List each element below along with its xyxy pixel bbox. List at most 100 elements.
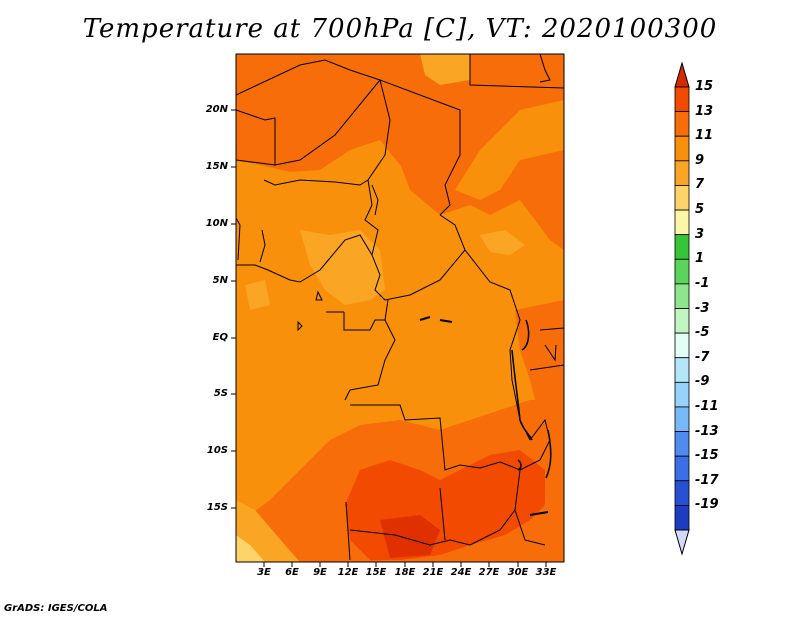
colorbar-segment	[674, 455, 690, 482]
colorbar-segment	[674, 431, 690, 457]
colorbar-segment	[674, 86, 690, 113]
border-mauritania	[236, 159, 276, 166]
grads-credit: GrADS: IGES/COLA	[4, 603, 108, 614]
border-mali-niger	[236, 59, 381, 166]
lake-mark-2	[439, 319, 453, 323]
lat-label-eq: EQ	[212, 332, 228, 343]
border-lake-chad	[371, 184, 379, 216]
colorbar-label: 5	[695, 202, 705, 218]
lake-kariba	[517, 459, 522, 471]
lon-label-18e: 18E	[394, 567, 416, 578]
colorbar-label: -15	[695, 448, 719, 464]
colorbar-segment	[674, 308, 690, 334]
colorbar-segment	[674, 185, 690, 211]
border-chad-libya-sudan	[379, 79, 461, 216]
colorbar-segment	[674, 381, 690, 408]
border-nigeria-north	[263, 179, 369, 186]
lon-label-24e: 24E	[450, 567, 472, 578]
sao-tome-island	[297, 320, 303, 332]
lat-label-5n: 5N	[212, 275, 228, 286]
colorbar-segment	[674, 480, 690, 506]
colorbar-label: -19	[695, 497, 719, 513]
colorbar-label: 13	[695, 103, 714, 119]
colorbar-label: -1	[695, 275, 710, 291]
border-uganda	[544, 344, 557, 362]
map-title: Temperature at 700hPa [C], VT: 202010030…	[82, 14, 718, 44]
colorbar-segment	[674, 160, 690, 186]
lon-label-27e: 27E	[478, 567, 500, 578]
colorbar-label: 7	[695, 177, 705, 193]
field-7-9-north	[420, 54, 470, 85]
lon-label-30e: 30E	[507, 567, 529, 578]
border-namibia-botswana	[349, 509, 516, 546]
colorbar-segment	[674, 258, 690, 285]
temperature-field	[236, 54, 564, 562]
axis-ticks	[231, 109, 547, 567]
lake-kariba-2	[529, 511, 549, 516]
border-kenya	[539, 327, 564, 331]
colorbar-label: 1	[695, 251, 705, 267]
lon-label-12e: 12E	[337, 567, 359, 578]
field-11-13-northeast	[395, 100, 564, 250]
map-frame	[235, 53, 565, 563]
colorbar-segment	[674, 135, 690, 162]
field-15-plus-core	[380, 515, 440, 558]
field-5-7-southwest	[236, 535, 265, 562]
lat-label-15n: 15N	[205, 161, 228, 172]
border-gabon-congo	[343, 299, 389, 331]
lat-label-20n: 20N	[205, 104, 228, 115]
country-borders	[236, 54, 564, 561]
border-angola-namibia	[345, 501, 351, 561]
border-congo-drc	[344, 319, 396, 401]
colorbar-label: 3	[695, 226, 705, 242]
lon-label-33e: 33E	[535, 567, 557, 578]
border-angola-zambia-south	[439, 487, 446, 541]
colorbar	[674, 61, 690, 556]
colorbar-label: 15	[695, 79, 714, 94]
colorbar-bottom-arrow	[674, 529, 690, 556]
colorbar-label: -13	[695, 423, 719, 439]
lat-label-10s: 10S	[206, 445, 228, 456]
colorbar-label: -11	[695, 398, 719, 414]
colorbar-label: 9	[695, 152, 705, 168]
lake-victoria-edge	[521, 319, 530, 351]
field-11-13-lakes	[515, 300, 564, 420]
border-ghana-togo	[236, 217, 241, 261]
border-nigeria-south	[236, 234, 373, 283]
colorbar-segment	[674, 111, 690, 137]
border-drc-angola-zambia	[350, 404, 501, 471]
colorbar-label: 11	[695, 128, 714, 144]
colorbar-segment	[674, 357, 690, 383]
border-tanzania	[529, 364, 564, 371]
lon-label-6e: 6E	[285, 567, 299, 578]
lon-label-15e: 15E	[365, 567, 387, 578]
colorbar-segment	[674, 406, 690, 432]
border-egypt	[469, 54, 564, 89]
lat-label-15s: 15S	[206, 502, 228, 513]
colorbar-label: -17	[695, 472, 719, 488]
border-car-ssudan	[439, 214, 516, 306]
colorbar-segment	[674, 504, 690, 531]
field-7-9-southwest	[236, 500, 300, 562]
field-7-9-cameroon	[300, 230, 385, 305]
field-7-9-coast	[245, 280, 270, 310]
colorbar-segment	[674, 332, 690, 359]
colorbar-segment	[674, 234, 690, 260]
lon-label-21e: 21E	[422, 567, 444, 578]
border-zimbabwe-moz	[514, 469, 546, 546]
lon-label-3e: 3E	[257, 567, 271, 578]
lon-label-9e: 9E	[313, 567, 327, 578]
lake-mark-1	[419, 316, 431, 321]
colorbar-label: -9	[695, 374, 710, 390]
lake-tanganyika	[511, 349, 533, 441]
field-7-9-east	[480, 230, 525, 255]
border-egypt-coast	[539, 54, 551, 83]
colorbar-top-arrow	[674, 61, 690, 88]
border-car-south	[371, 249, 466, 301]
colorbar-segment	[674, 283, 690, 309]
lake-malawi	[545, 429, 552, 479]
colorbar-segment	[674, 209, 690, 236]
bioko-island	[315, 290, 323, 301]
lat-label-5s: 5S	[213, 388, 228, 399]
